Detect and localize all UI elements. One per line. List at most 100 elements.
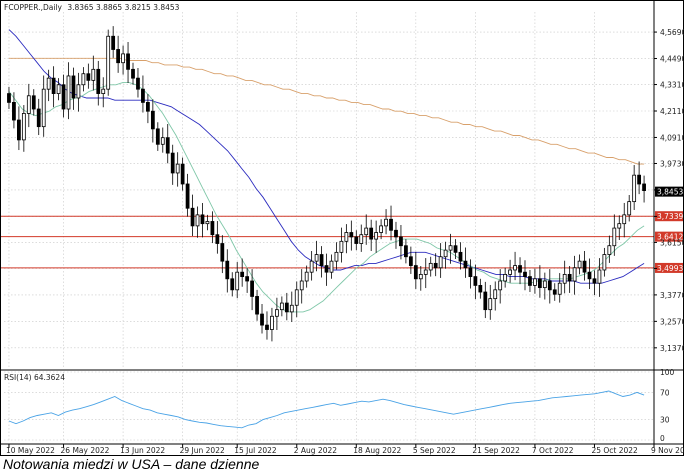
time-tick-label: 29 Jun 2022 xyxy=(180,446,225,455)
candle xyxy=(205,214,210,231)
candle xyxy=(260,303,264,334)
price-tick-label: 3,9730 xyxy=(660,159,684,168)
time-tick-label: 15 Jul 2022 xyxy=(234,446,277,455)
candle xyxy=(498,269,503,304)
candle xyxy=(458,242,463,270)
candle xyxy=(339,227,344,263)
time-tick-label: 21 Sep 2022 xyxy=(472,446,520,455)
candle xyxy=(56,78,61,101)
time-tick-label: 5 Sep 2022 xyxy=(413,446,456,455)
candle xyxy=(299,269,304,304)
candle xyxy=(582,251,587,281)
candle xyxy=(562,260,567,294)
ma-slow-line xyxy=(9,57,645,165)
candle xyxy=(126,41,130,83)
candle xyxy=(240,258,245,287)
level-label-bg xyxy=(655,231,684,242)
candle xyxy=(557,273,562,303)
price-tick-label: 4,2110 xyxy=(660,107,684,116)
time-tick-label: 18 Aug 2022 xyxy=(353,446,401,455)
candle xyxy=(448,233,453,264)
candle xyxy=(463,247,468,278)
price-tick-label: 4,4490 xyxy=(660,55,684,64)
candle xyxy=(354,230,359,251)
candle xyxy=(210,211,215,244)
candle xyxy=(433,253,438,277)
candle xyxy=(275,297,279,330)
candle xyxy=(537,265,542,298)
candle xyxy=(101,77,106,108)
level-label-bg xyxy=(655,262,684,273)
candle xyxy=(190,194,195,237)
candle xyxy=(141,75,145,113)
candle xyxy=(170,144,175,185)
candle xyxy=(155,122,160,151)
candle xyxy=(503,267,508,288)
candle xyxy=(31,89,36,116)
candle xyxy=(632,165,637,211)
time-tick-label: 7 Oct 2022 xyxy=(532,446,574,455)
candle xyxy=(250,269,254,311)
candle xyxy=(438,243,443,278)
candle xyxy=(319,246,324,278)
candle xyxy=(230,272,235,297)
candle xyxy=(111,26,116,58)
candle xyxy=(329,254,334,279)
rsi-tick-label: 70 xyxy=(660,388,670,397)
candle xyxy=(622,202,627,238)
horizontal-levels: 3,7339 3,6412 3,4993 3,8453 xyxy=(0,186,684,273)
candle xyxy=(349,220,354,251)
candle xyxy=(131,62,135,85)
time-tick-label: 25 Oct 2022 xyxy=(591,446,638,455)
candle xyxy=(270,307,274,342)
candle xyxy=(642,175,646,203)
candle xyxy=(279,296,284,317)
candle xyxy=(344,224,349,254)
candle xyxy=(195,206,200,238)
candle xyxy=(61,74,66,118)
candle xyxy=(185,173,190,217)
candle xyxy=(165,124,170,164)
candle xyxy=(245,268,250,293)
rsi-label: RSI(14) 64.3624 xyxy=(4,373,65,382)
candle xyxy=(175,152,180,187)
candle xyxy=(607,235,612,263)
candle xyxy=(334,242,339,270)
axes xyxy=(0,0,684,456)
candle xyxy=(36,98,41,136)
price-chart: 3,7339 3,6412 3,4993 3,8453 4,5690 4,4490 4,3… xyxy=(0,0,684,456)
candle xyxy=(180,157,185,191)
candle xyxy=(602,247,607,277)
candle xyxy=(483,281,488,319)
time-tick-label: 10 May 2022 xyxy=(6,446,55,455)
candle xyxy=(121,45,125,75)
candle xyxy=(473,264,478,300)
candle xyxy=(76,72,81,112)
axis-labels: 4,5690 4,4490 4,3310 4,2110 4,0910 3,9730 3,61… xyxy=(6,28,684,455)
candle xyxy=(265,311,269,340)
candle xyxy=(71,67,76,110)
candles xyxy=(7,26,646,342)
candle xyxy=(364,214,369,245)
candle xyxy=(289,291,294,323)
candle xyxy=(592,270,597,296)
rsi-line xyxy=(8,390,645,429)
candle xyxy=(587,258,592,289)
candle xyxy=(359,224,364,252)
price-tick-label: 4,3310 xyxy=(660,81,684,90)
level-label: 3,7339 xyxy=(657,212,683,221)
price-tick-label: 3,2570 xyxy=(660,317,684,326)
candle xyxy=(612,214,617,256)
candle xyxy=(86,63,91,89)
candle xyxy=(309,251,314,281)
level-label-bg xyxy=(655,211,684,222)
price-tick-label: 4,5690 xyxy=(660,28,684,37)
candle xyxy=(567,266,572,293)
candle xyxy=(572,255,577,295)
candle xyxy=(523,260,527,291)
candle xyxy=(418,266,423,291)
candle xyxy=(16,106,21,151)
candle xyxy=(528,269,532,293)
candle xyxy=(255,289,259,321)
candle xyxy=(508,259,512,283)
